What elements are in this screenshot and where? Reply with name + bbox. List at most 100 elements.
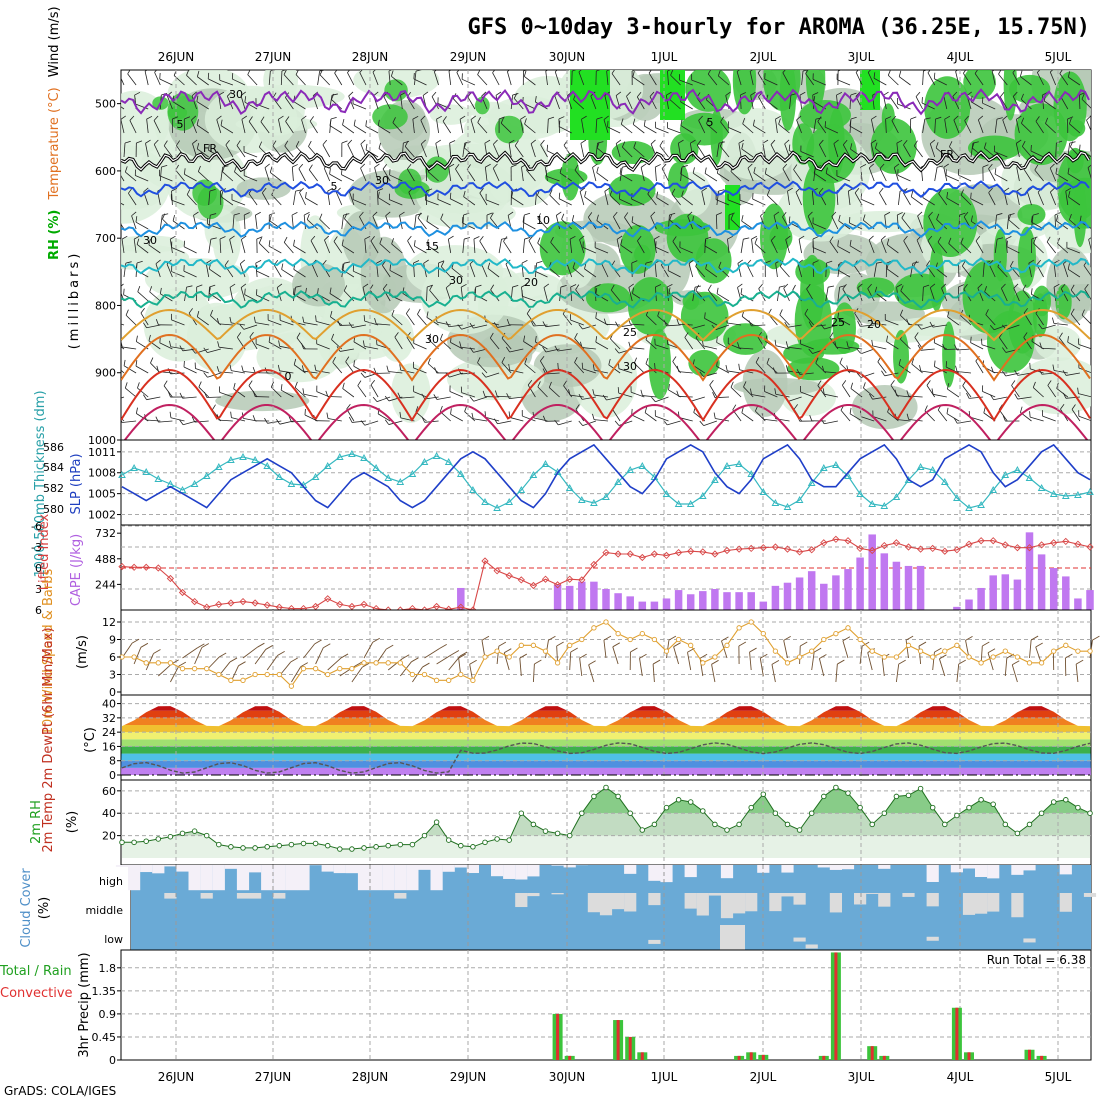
wind-barb-flag	[645, 357, 649, 364]
contour-label: 30	[229, 88, 243, 101]
wind-barb	[1020, 76, 1032, 86]
wind-speed-marker	[579, 636, 585, 643]
wind-barb-flag	[558, 116, 565, 120]
wind-barb-flag	[331, 333, 335, 340]
wind-speed-marker	[567, 642, 573, 648]
wind-barb-flag	[556, 211, 562, 216]
wind-barb	[231, 322, 246, 326]
wind-barb	[389, 174, 403, 182]
wind-barb	[319, 218, 330, 230]
barb-10m-flag	[905, 635, 914, 641]
wind-barb-flag	[842, 139, 848, 145]
rh-wet-blob	[1009, 74, 1051, 104]
wind-barb	[1088, 239, 1091, 251]
wind-barb	[994, 215, 997, 230]
wind-barb-flag	[415, 70, 422, 72]
wind-barb-flag	[1053, 283, 1060, 288]
wind-barb	[1045, 123, 1056, 134]
barb-10m	[811, 652, 815, 671]
barb-10m-flag	[934, 647, 942, 653]
y-tick-label: 0	[109, 686, 116, 699]
rh-marker	[821, 793, 827, 800]
barb-10m-flag	[958, 659, 966, 665]
thickness-marker	[444, 457, 453, 465]
wind-barb	[715, 324, 730, 331]
wind-barb-flag	[772, 367, 776, 374]
li-tick: -3	[31, 541, 42, 554]
wind-barb-flag	[880, 235, 886, 241]
wind-barb	[554, 71, 560, 86]
cloud-clear-high	[466, 865, 479, 874]
wind-barb-flag	[420, 115, 426, 121]
wind-barb	[703, 420, 718, 426]
wind-barb	[267, 420, 282, 424]
barb-10m	[881, 658, 885, 677]
y-tick-label: 6	[109, 651, 116, 664]
rh-marker	[736, 821, 742, 828]
wind-barb-flag	[191, 115, 197, 121]
thickness-marker	[202, 471, 211, 479]
wind-barb-flag	[838, 214, 841, 221]
wind-barb	[884, 372, 899, 377]
wind-barb	[121, 119, 125, 134]
wind-barb-flag	[179, 345, 184, 352]
wind-barb-flag	[659, 140, 664, 147]
wind-barb	[944, 119, 948, 134]
wind-barb-flag	[1005, 236, 1012, 240]
thickness-marker	[481, 497, 489, 505]
cloud-low	[1023, 938, 1036, 943]
wind-barb	[703, 345, 717, 350]
wind-barb	[485, 416, 500, 422]
wind-barb	[667, 270, 681, 278]
rh-marker	[675, 797, 682, 803]
contour-label: 5	[177, 118, 184, 131]
wind-barb-flag	[575, 404, 580, 410]
contour-label: 0	[285, 370, 292, 383]
wind-barb	[970, 101, 984, 110]
wind-barb	[543, 287, 548, 302]
wind-barb-flag	[222, 165, 225, 172]
temp-band	[121, 732, 1091, 740]
wind-barb	[183, 366, 197, 374]
barb-10m	[771, 664, 776, 683]
wind-barb-flag	[896, 283, 903, 288]
barb-10m	[254, 649, 267, 665]
wind-barb	[400, 396, 415, 399]
thickness-marker	[432, 451, 441, 459]
wind-barb-flag	[116, 212, 120, 217]
wind-barb	[209, 268, 222, 278]
cloud-clear-high	[454, 865, 467, 868]
wind-barb-flag	[788, 216, 791, 223]
wind-barb-flag	[709, 380, 714, 386]
wind-barb	[534, 270, 548, 278]
wind-barb-flag	[434, 70, 438, 72]
wind-barb	[715, 214, 718, 230]
rh-marker	[1075, 804, 1081, 811]
wind-barb	[455, 168, 464, 182]
wind-barb-flag	[1036, 259, 1042, 265]
rh-marker	[300, 840, 307, 847]
wind-barb-flag	[448, 70, 452, 72]
wind-barb-flag	[171, 188, 178, 192]
rh-wet-blob	[167, 92, 199, 131]
wind-speed-marker	[966, 654, 972, 660]
wind-barb	[197, 316, 209, 326]
wind-barb	[270, 172, 282, 182]
wind-barb-flag	[455, 164, 460, 170]
wind-barb-flag	[998, 70, 1002, 75]
wind-barb	[224, 265, 234, 278]
wind-barb-flag	[216, 115, 222, 120]
wind-barb	[352, 324, 367, 328]
wind-barb-flag	[461, 283, 467, 288]
wind-barb	[1055, 173, 1069, 182]
wind-barb-flag	[326, 412, 329, 419]
rh-marker	[990, 801, 996, 808]
thickness-marker	[1074, 490, 1082, 498]
wind-barb-flag	[812, 92, 819, 96]
li-marker	[360, 600, 368, 609]
wind-speed-marker	[470, 677, 476, 683]
wind-barb	[610, 338, 621, 350]
wind-barb	[477, 122, 488, 134]
wind-barb	[644, 125, 657, 134]
cloud-clear-high	[261, 865, 274, 891]
